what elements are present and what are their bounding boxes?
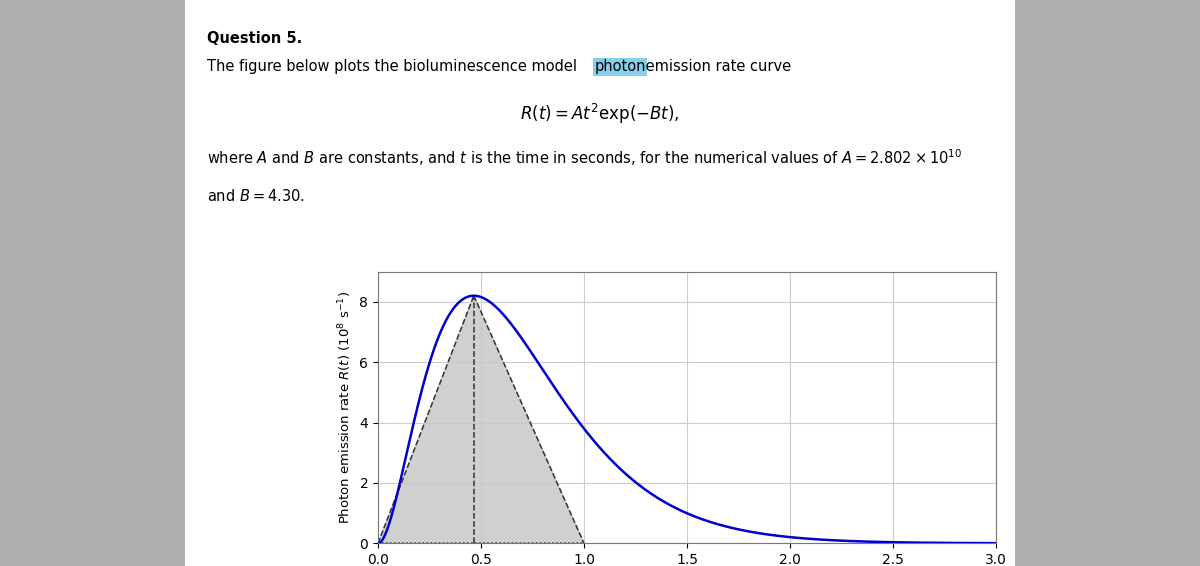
Text: $R(t) = At^2 \exp(-Bt),$: $R(t) = At^2 \exp(-Bt),$ [520, 102, 680, 126]
Text: and $B = 4.30$.: and $B = 4.30$. [206, 188, 305, 204]
Text: where $A$ and $B$ are constants, and $t$ is the time in seconds, for the numeric: where $A$ and $B$ are constants, and $t$… [206, 147, 961, 168]
Text: The figure below plots the bioluminescence model: The figure below plots the bioluminescen… [206, 59, 581, 75]
Text: Question 5.: Question 5. [206, 31, 302, 46]
Y-axis label: Photon emission rate $R(t)$ ($10^8$ s$^{-1}$): Photon emission rate $R(t)$ ($10^8$ s$^{… [336, 291, 354, 524]
Polygon shape [378, 295, 584, 543]
Text: photon: photon [594, 59, 646, 75]
Text: emission rate curve: emission rate curve [641, 59, 791, 75]
